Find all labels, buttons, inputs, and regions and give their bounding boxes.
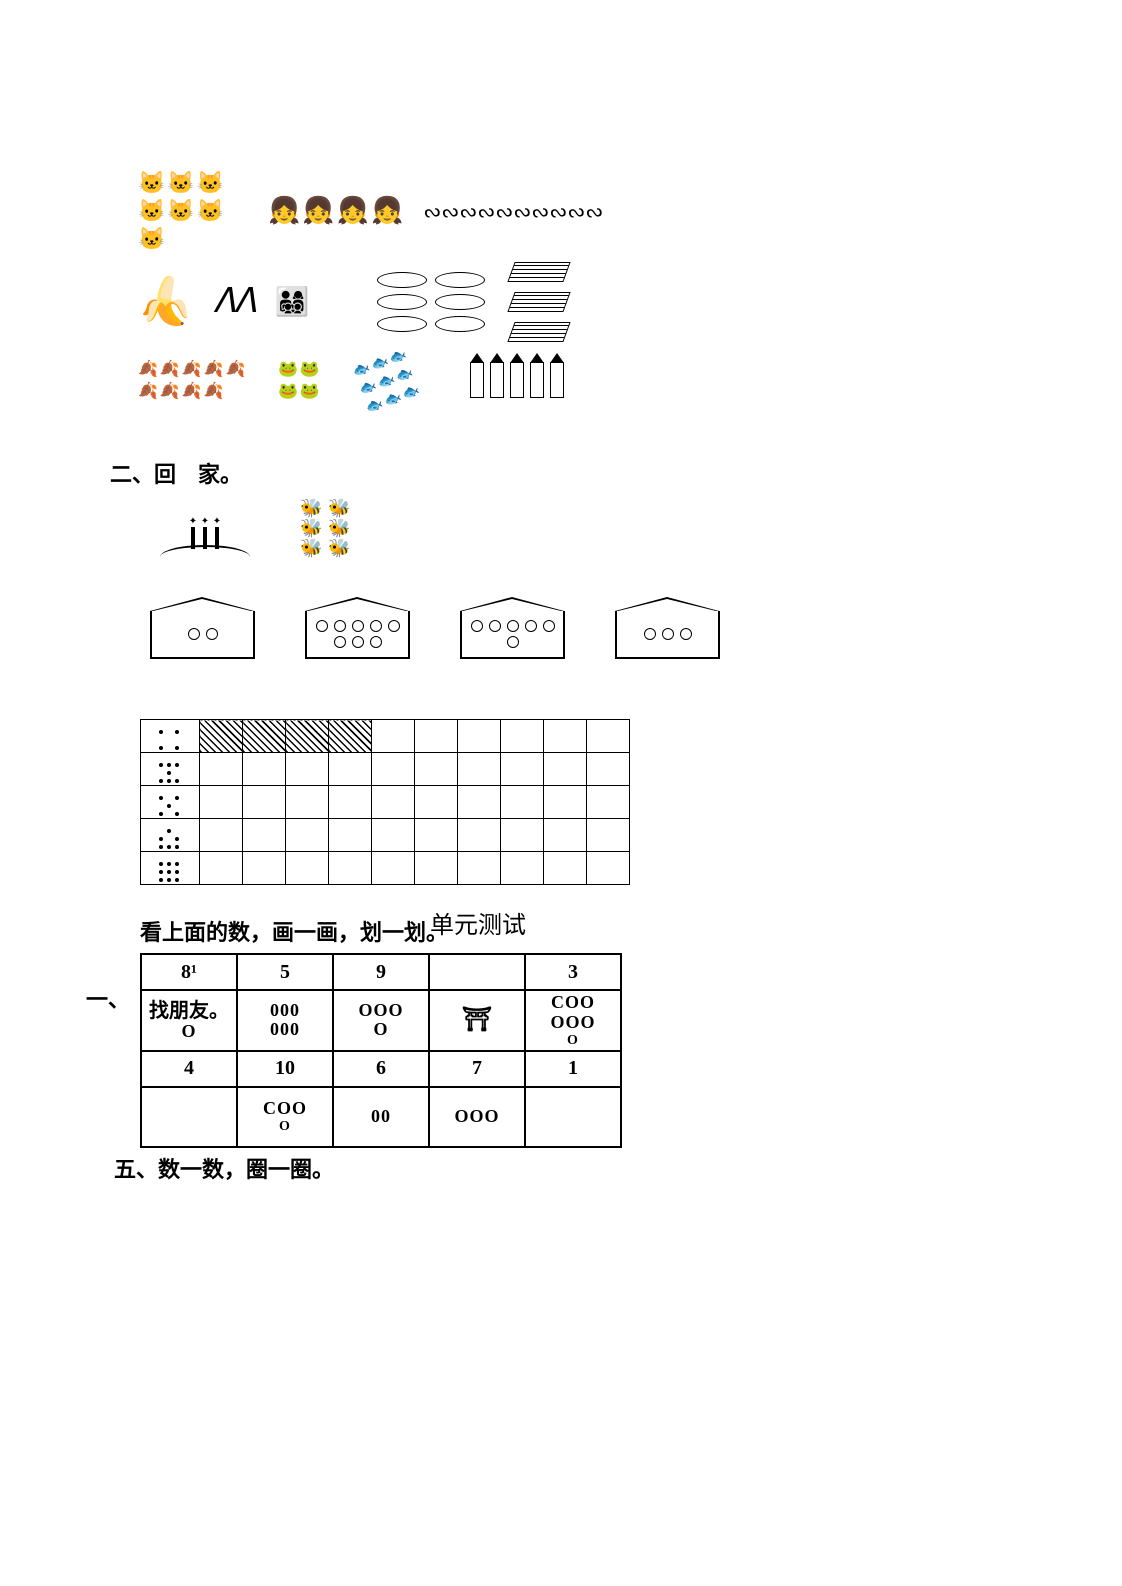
ooo-cell: COOO <box>237 1087 333 1147</box>
num-cell: 9 <box>333 954 429 990</box>
dice-row <box>141 852 630 885</box>
num-cell: 1 <box>525 1051 621 1087</box>
dice-row <box>141 753 630 786</box>
ooo-cell <box>525 1087 621 1147</box>
num-cell: 3 <box>525 954 621 990</box>
compass-group: 𝛬𝛬 <box>215 283 254 321</box>
section2-heading: 二、回 家。 <box>110 457 1012 489</box>
section4-heading: 看上面的数，画一画，划一划。 <box>140 915 1012 947</box>
count-row-3: 🍂🍂🍂 🍂🍂🍂 🍂🍂🍂 🐸🐸🐸🐸 🐟🐟🐟 🐟🐟🐟 🐟🐟🐟 <box>138 352 1012 407</box>
section5-heading: 五、数一数，圈一圈。 <box>114 1152 1012 1184</box>
dice-row <box>141 819 630 852</box>
worms-group: ᔓᔓᔓᔓᔓ ᔓᔓᔓᔓᔓ <box>424 201 624 222</box>
people-group: 👨‍👩‍👧‍👦 <box>275 285 355 319</box>
ooo-cell: OOOO <box>333 990 429 1051</box>
ooo-cell: 00 <box>333 1087 429 1147</box>
pencils-group <box>468 362 566 398</box>
house-3dots <box>615 597 720 659</box>
unit-test-label: 单元测试 <box>430 905 526 940</box>
counting-figure: 🐱🐱🐱 🐱🐱🐱🐱 👧👧👧👧 ᔓᔓᔓᔓᔓ ᔓᔓᔓᔓᔓ 🍌 𝛬𝛬 👨‍👩‍👧‍👦 <box>138 170 1012 407</box>
ooo-cell: 找朋友。O <box>141 990 237 1051</box>
fish-group: 🐟🐟🐟 🐟🐟🐟 🐟🐟🐟 <box>351 342 436 418</box>
left-marker-1: 一、 <box>86 982 130 1014</box>
num-cell: 8¹ <box>141 954 237 990</box>
plates-group <box>375 270 487 334</box>
dice-cell <box>141 720 200 753</box>
house-2dots <box>150 597 255 659</box>
number-circle-table: 8¹ 5 9 3 找朋友。O 000000 OOOO ⛩ COOOOOO 4 1… <box>140 953 622 1148</box>
num-cell: 4 <box>141 1051 237 1087</box>
house-6dots <box>460 597 565 659</box>
candles-on-water: ✦ ✦ ✦ <box>160 516 250 557</box>
frogs-group: 🐸🐸🐸🐸 <box>278 359 338 401</box>
dice-row <box>141 720 630 753</box>
ooo-cell <box>141 1087 237 1147</box>
ooo-cell: ⛩ <box>429 990 525 1051</box>
section2-objects: ✦ ✦ ✦ 🐝🐝 🐝🐝 🐝🐝 <box>160 499 1012 557</box>
dice-grid-table <box>140 719 630 885</box>
leaves-group: 🍂🍂🍂 🍂🍂🍂 🍂🍂🍂 <box>138 359 258 401</box>
table-icon: ⛩ <box>462 1007 492 1033</box>
ooo-cell: OOO <box>429 1087 525 1147</box>
dolls-group: 👧👧👧👧 <box>268 196 404 226</box>
books-group <box>507 258 571 346</box>
house-8dots <box>305 597 410 659</box>
count-row-2: 🍌 𝛬𝛬 👨‍👩‍👧‍👦 <box>138 258 1012 346</box>
num-cell: 10 <box>237 1051 333 1087</box>
num-cell: 6 <box>333 1051 429 1087</box>
num-cell: 7 <box>429 1051 525 1087</box>
ooo-cell: COOOOOO <box>525 990 621 1051</box>
houses-row <box>150 597 1012 659</box>
ooo-cell: 000000 <box>237 990 333 1051</box>
cats-group: 🐱🐱🐱 🐱🐱🐱🐱 <box>138 170 248 252</box>
num-cell <box>429 954 525 990</box>
count-row-1: 🐱🐱🐱 🐱🐱🐱🐱 👧👧👧👧 ᔓᔓᔓᔓᔓ ᔓᔓᔓᔓᔓ <box>138 170 1012 252</box>
bees-group: 🐝🐝 🐝🐝 🐝🐝 <box>300 499 351 557</box>
banana-icon: 🍌 <box>138 275 195 329</box>
worksheet-page: 🐱🐱🐱 🐱🐱🐱🐱 👧👧👧👧 ᔓᔓᔓᔓᔓ ᔓᔓᔓᔓᔓ 🍌 𝛬𝛬 👨‍👩‍👧‍👦 <box>0 0 1122 1586</box>
num-cell: 5 <box>237 954 333 990</box>
dice-row <box>141 786 630 819</box>
